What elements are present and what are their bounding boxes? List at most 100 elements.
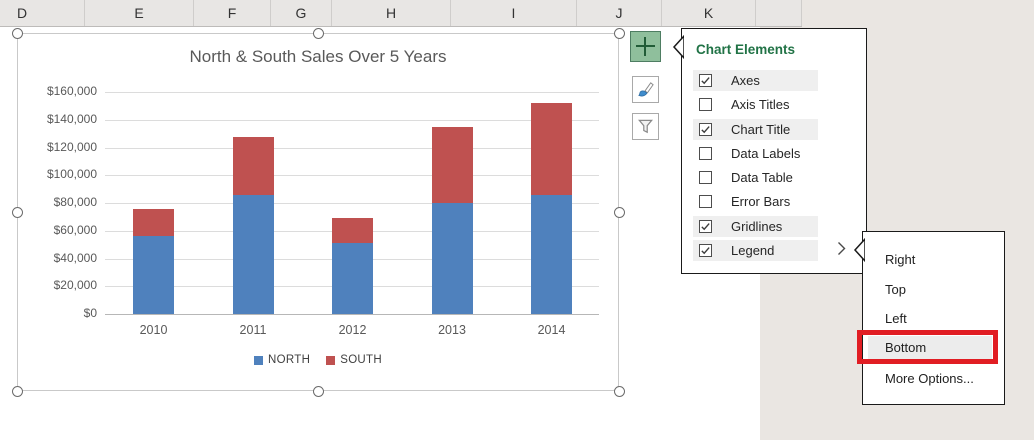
legend-swatch [326, 355, 336, 365]
checkbox-unchecked[interactable] [699, 98, 712, 111]
resize-handle-bottom-right[interactable] [613, 385, 625, 397]
menu-item-error-bars[interactable]: Error Bars [693, 191, 818, 212]
column-header-f[interactable]: F [194, 0, 271, 26]
legend-submenu-chevron-icon[interactable] [837, 241, 846, 256]
menu-item-label: Data Table [731, 170, 793, 185]
bar-north-2012[interactable] [332, 243, 373, 314]
y-tick-label: $0 [83, 306, 97, 320]
submenu-item-more-options[interactable]: More Options... [885, 371, 974, 386]
bar-south-2010[interactable] [133, 208, 174, 237]
legend-position-submenu: Right Top Left Bottom More Options... [853, 231, 1005, 405]
menu-callout-notch [672, 35, 684, 59]
gridline [105, 203, 599, 204]
x-axis-line [105, 314, 599, 315]
plus-icon [636, 37, 655, 56]
legend-label: SOUTH [340, 354, 382, 366]
submenu-item-bottom[interactable]: Bottom [885, 340, 927, 355]
menu-item-label: Axes [731, 73, 760, 88]
bar-north-2013[interactable] [431, 203, 473, 314]
menu-item-legend[interactable]: Legend [693, 240, 818, 261]
legend-swatch [254, 355, 264, 365]
y-tick-label: $120,000 [46, 139, 97, 154]
bar-south-2011[interactable] [232, 137, 274, 195]
resize-handle-top-left[interactable] [11, 27, 23, 39]
menu-item-label: Legend [731, 243, 775, 258]
bar-south-2012[interactable] [332, 218, 373, 244]
y-tick-label: $40,000 [53, 250, 97, 265]
x-tick-label-2014: 2014 [537, 323, 566, 337]
bar-north-2011[interactable] [232, 194, 274, 314]
checkbox-checked[interactable] [699, 123, 712, 136]
checkbox-checked[interactable] [699, 244, 712, 257]
gridline [105, 175, 599, 177]
funnel-icon [638, 119, 653, 134]
gridline [105, 147, 599, 149]
column-header-k[interactable]: K [662, 0, 756, 26]
resize-handle-bottom-left[interactable] [11, 385, 23, 397]
red-annotation-rectangle [857, 330, 998, 364]
menu-item-label: Error Bars [731, 194, 791, 209]
column-header-h[interactable]: H [332, 0, 451, 26]
resize-handle-bottom-middle[interactable] [312, 385, 324, 397]
menu-item-data-table[interactable]: Data Table [693, 167, 818, 188]
y-tick-label: $80,000 [53, 195, 97, 209]
submenu-callout-notch [853, 238, 865, 262]
resize-handle-right-middle[interactable] [613, 206, 625, 218]
chart-filters-button[interactable] [632, 113, 659, 140]
bar-north-2010[interactable] [133, 236, 174, 314]
submenu-item-top[interactable]: Top [885, 282, 906, 297]
menu-item-label: Chart Title [731, 122, 791, 137]
chart-legend[interactable]: NORTH SOUTH [18, 354, 618, 366]
column-header-d[interactable]: D [0, 0, 85, 26]
checkbox-unchecked[interactable] [699, 147, 712, 160]
submenu-item-right[interactable]: Right [885, 252, 916, 267]
x-tick-label-2013: 2013 [438, 323, 466, 337]
legend-item-north: NORTH [254, 354, 310, 366]
chart-area[interactable]: North & South Sales Over 5 Years $0 $20,0… [17, 33, 619, 391]
app-background-top [802, 0, 1034, 27]
checkbox-checked[interactable] [699, 74, 712, 87]
bar-south-2013[interactable] [431, 126, 473, 203]
gridline [105, 92, 599, 93]
resize-handle-left-middle[interactable] [11, 206, 23, 218]
legend-label: NORTH [268, 354, 311, 366]
y-tick-label: $100,000 [46, 167, 97, 182]
chart-elements-menu-title: Chart Elements [696, 42, 796, 57]
column-header-partial [756, 0, 802, 26]
submenu-item-left[interactable]: Left [885, 311, 907, 326]
paintbrush-icon [638, 82, 654, 97]
y-tick-label: $60,000 [53, 222, 97, 237]
y-tick-label: $160,000 [46, 84, 97, 98]
chart-elements-menu: Chart Elements Axes Axis Titles Chart Titl… [672, 28, 867, 274]
checkbox-checked[interactable] [699, 220, 712, 233]
resize-handle-top-right[interactable] [613, 27, 625, 39]
column-header-e[interactable]: E [85, 0, 194, 26]
submenu-hover-highlight [868, 336, 992, 359]
bar-north-2014[interactable] [531, 194, 572, 314]
bar-south-2014[interactable] [531, 103, 572, 195]
menu-item-gridlines[interactable]: Gridlines [693, 216, 818, 237]
column-header-j[interactable]: J [577, 0, 662, 26]
gridline [105, 119, 599, 121]
column-header-i[interactable]: I [451, 0, 577, 26]
checkbox-unchecked[interactable] [699, 171, 712, 184]
chart-elements-button[interactable] [630, 31, 661, 62]
chart-title[interactable]: North & South Sales Over 5 Years [189, 47, 447, 66]
resize-handle-top-middle[interactable] [312, 27, 324, 39]
column-header-g[interactable]: G [271, 0, 332, 26]
y-tick-label: $140,000 [46, 111, 97, 126]
menu-item-label: Gridlines [731, 219, 783, 234]
menu-item-data-labels[interactable]: Data Labels [693, 143, 818, 164]
menu-item-chart-title[interactable]: Chart Title [693, 119, 818, 140]
menu-item-axes[interactable]: Axes [693, 70, 818, 91]
checkbox-unchecked[interactable] [699, 195, 712, 208]
menu-item-label: Data Labels [731, 146, 801, 161]
menu-item-label: Axis Titles [731, 97, 790, 112]
menu-item-axis-titles[interactable]: Axis Titles [693, 94, 818, 115]
x-tick-label-2012: 2012 [338, 323, 367, 337]
chart-styles-button[interactable] [632, 76, 659, 103]
y-tick-label: $20,000 [53, 278, 97, 293]
x-tick-label-2010: 2010 [139, 323, 168, 337]
